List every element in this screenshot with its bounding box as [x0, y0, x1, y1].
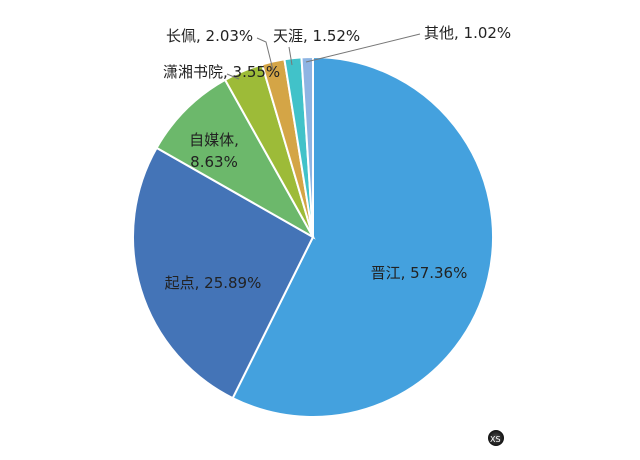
data-labels: 晋江, 57.36% 起点, 25.89% 自媒体, 8.63% 潇湘书院, 3.55%…: [163, 24, 511, 292]
leader-line-5: [288, 46, 293, 66]
watermark: XS 写手之家 xs91.com: [440, 406, 606, 449]
pie-slices: [132, 55, 494, 418]
data-label-4: 长佩, 2.03%: [166, 27, 253, 45]
data-label-1: 起点, 25.89%: [165, 274, 262, 292]
leader-line-6: [305, 33, 421, 63]
data-label-6: 其他, 1.02%: [424, 24, 511, 42]
pie-slice-2: [155, 78, 316, 240]
watermark-url: xs91.com: [510, 425, 606, 449]
watermark-text: 写手之家: [440, 406, 520, 430]
pie-slice-0: [231, 55, 494, 418]
pie-slice-6: [300, 55, 314, 238]
data-label-3: 潇湘书院, 3.55%: [163, 63, 280, 81]
leader-line-3: [226, 73, 240, 80]
data-label-5: 天涯, 1.52%: [273, 27, 360, 45]
leader-lines: [226, 33, 421, 80]
data-label-0: 晋江, 57.36%: [371, 264, 468, 282]
watermark-badge-icon: [488, 430, 504, 446]
pie-slice-1: [132, 146, 315, 400]
leader-line-4: [256, 37, 274, 71]
watermark-badge: XS: [490, 435, 501, 444]
data-label-2: 自媒体, 8.63%: [189, 131, 239, 171]
